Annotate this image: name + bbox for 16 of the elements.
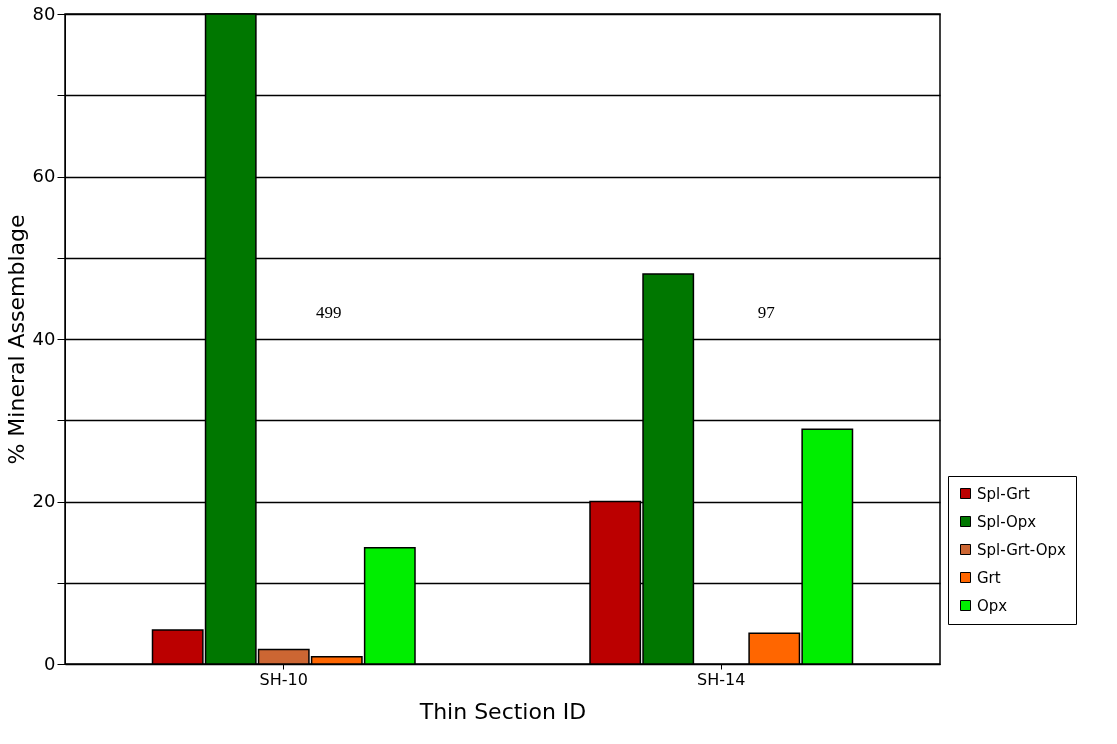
y-tick-label: 60 bbox=[32, 165, 56, 186]
annotation: 97 bbox=[757, 303, 776, 322]
y-axis-title: % Mineral Assemblage bbox=[3, 214, 29, 465]
x-tick-label: SH-14 bbox=[697, 669, 746, 689]
y-tick-label: 0 bbox=[44, 652, 56, 674]
legend-label: Opx bbox=[977, 596, 1008, 615]
annotation: 499 bbox=[316, 303, 342, 322]
y-tick-label: 20 bbox=[32, 490, 56, 511]
x-tick-label: SH-10 bbox=[259, 669, 308, 689]
legend-label: Spl-Grt-Opx bbox=[977, 540, 1066, 559]
legend-label: Spl-Opx bbox=[977, 512, 1037, 531]
x-axis-title: Thin Section ID bbox=[418, 698, 587, 724]
legend-label: Spl-Grt bbox=[977, 484, 1030, 503]
y-tick-label: 40 bbox=[32, 327, 56, 349]
legend-label: Grt bbox=[977, 568, 1001, 587]
y-tick-label: 80 bbox=[32, 2, 56, 24]
